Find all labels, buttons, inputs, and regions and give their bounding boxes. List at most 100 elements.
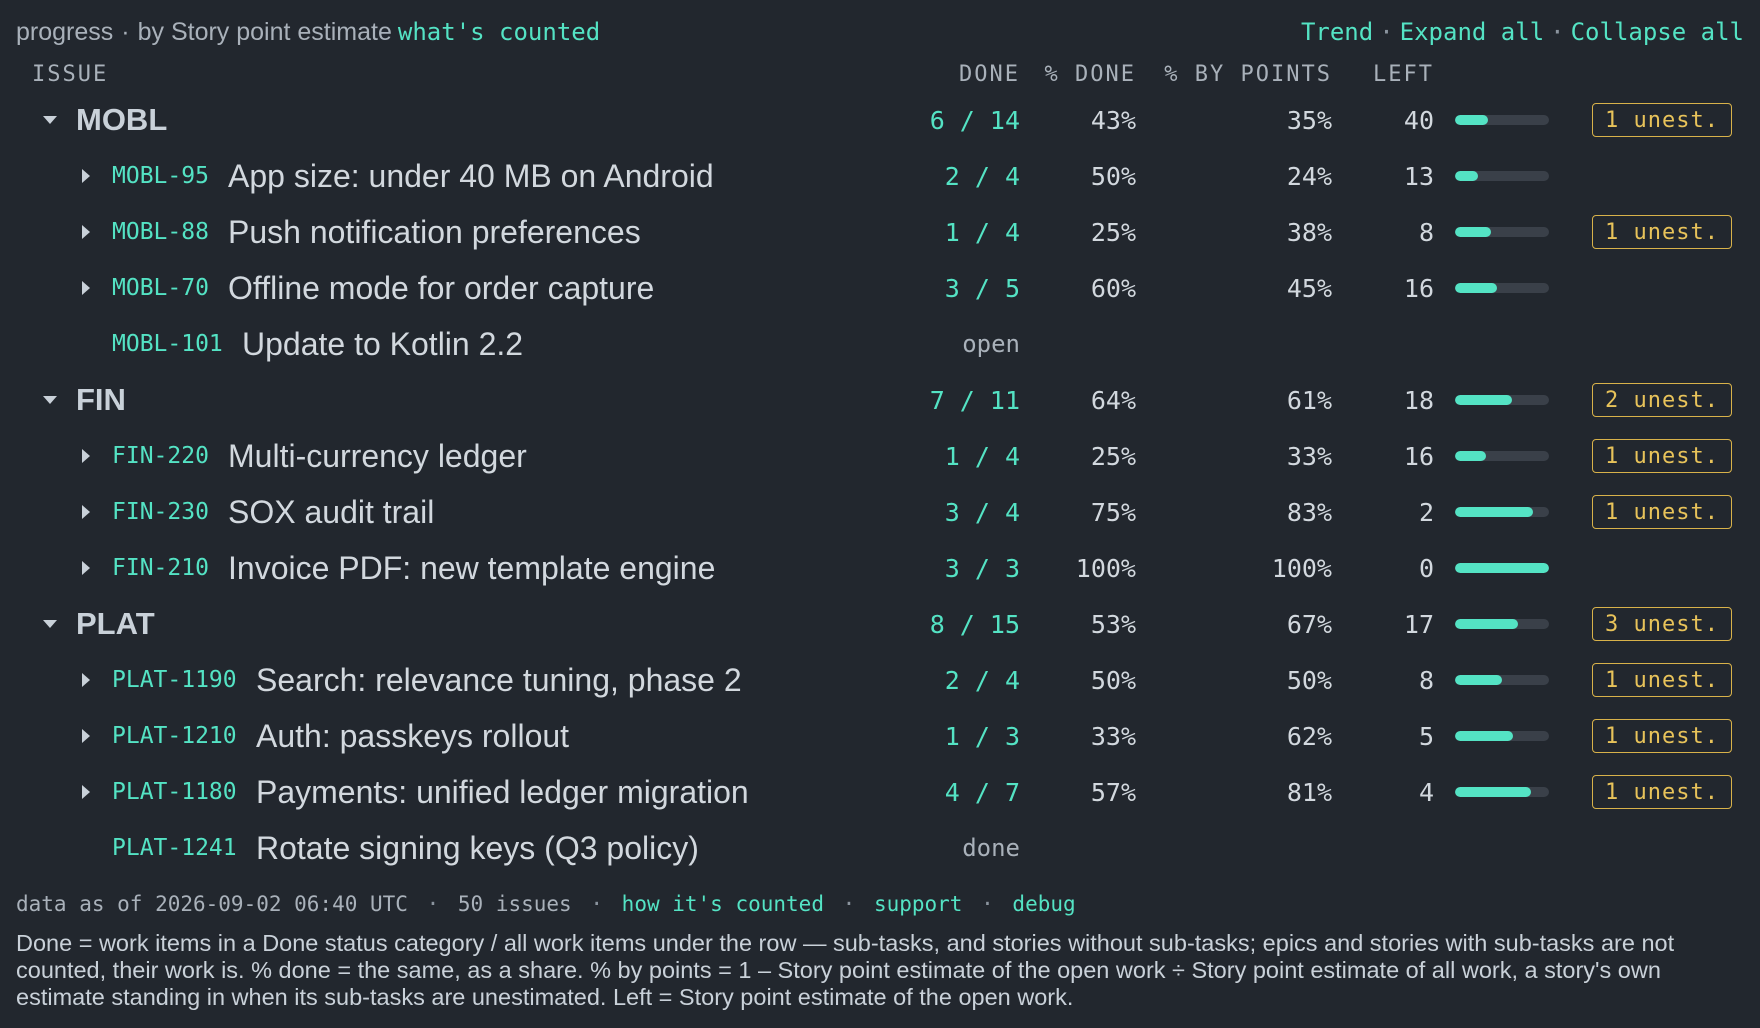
issue-row[interactable]: FIN-210 Invoice PDF: new template engine 3… <box>0 540 1760 596</box>
how-counted-link[interactable]: how it's counted <box>621 892 824 916</box>
trend-link[interactable]: Trend <box>1300 18 1374 46</box>
done-count: 7 / 11 <box>929 385 1020 415</box>
project-row[interactable]: PLAT 8 / 15 53% 67% 17 3 unest. <box>0 596 1760 652</box>
support-link[interactable]: support <box>873 892 963 916</box>
pct-done: 57% <box>1090 777 1136 807</box>
leaf-issue-row[interactable]: MOBL-101 Update to Kotlin 2.2 open <box>0 316 1760 372</box>
collapse-all-link[interactable]: Collapse all <box>1570 18 1744 46</box>
issue-row[interactable]: FIN-220 Multi-currency ledger 1 / 4 25% 33% 1… <box>0 428 1760 484</box>
progress-fill <box>1455 283 1498 293</box>
expand-chevron-icon[interactable] <box>74 652 98 708</box>
pct-by-points: 45% <box>1286 273 1332 303</box>
points-left: 18 <box>1403 385 1434 415</box>
unestimated-badge[interactable]: 1 unest. <box>1592 775 1732 809</box>
leaf-issue-row[interactable]: PLAT-1241 Rotate signing keys (Q3 policy)… <box>0 820 1760 876</box>
issue-row[interactable]: PLAT-1190 Search: relevance tuning, phase… <box>0 652 1760 708</box>
done-count: 1 / 4 <box>944 217 1020 247</box>
pct-by-points: 38% <box>1286 217 1332 247</box>
pct-by-points: 83% <box>1286 497 1332 527</box>
pct-done: 64% <box>1090 385 1136 415</box>
project-name: MOBL <box>76 102 168 137</box>
issue-key-link[interactable]: PLAT-1241 <box>112 835 237 861</box>
pct-by-points: 61% <box>1286 385 1332 415</box>
progress-fill <box>1455 507 1534 517</box>
issue-key-link[interactable]: FIN-220 <box>112 443 209 469</box>
unestimated-badge[interactable]: 2 unest. <box>1592 383 1732 417</box>
progress-bar <box>1455 115 1549 125</box>
points-left: 0 <box>1418 553 1434 583</box>
progress-bar <box>1455 227 1549 237</box>
top-bar: progress · by Story point estimate what'… <box>16 14 1744 50</box>
done-count: 3 / 3 <box>944 553 1020 583</box>
pct-by-points: 67% <box>1286 609 1332 639</box>
issue-key-link[interactable]: PLAT-1180 <box>112 779 237 805</box>
issue-row[interactable]: MOBL-88 Push notification preferences 1 / … <box>0 204 1760 260</box>
points-left: 16 <box>1403 441 1434 471</box>
progress-bar <box>1455 675 1549 685</box>
points-left: 2 <box>1418 497 1434 527</box>
issue-summary: App size: under 40 MB on Android <box>228 157 714 194</box>
issue-row[interactable]: MOBL-70 Offline mode for order capture 3 /… <box>0 260 1760 316</box>
expand-chevron-icon[interactable] <box>74 540 98 596</box>
collapse-chevron-icon[interactable] <box>38 372 62 428</box>
points-left: 40 <box>1403 105 1434 135</box>
footer-separator: · <box>981 892 994 916</box>
done-count: 2 / 4 <box>944 665 1020 695</box>
project-row[interactable]: FIN 7 / 11 64% 61% 18 2 unest. <box>0 372 1760 428</box>
issue-key-link[interactable]: FIN-230 <box>112 499 209 525</box>
unestimated-badge[interactable]: 1 unest. <box>1592 719 1732 753</box>
issue-row[interactable]: PLAT-1210 Auth: passkeys rollout 1 / 3 33% 6… <box>0 708 1760 764</box>
collapse-chevron-icon[interactable] <box>38 596 62 652</box>
points-left: 16 <box>1403 273 1434 303</box>
issue-key-link[interactable]: PLAT-1210 <box>112 723 237 749</box>
done-count: 3 / 5 <box>944 273 1020 303</box>
expand-chevron-icon[interactable] <box>74 148 98 204</box>
expand-chevron-icon[interactable] <box>74 764 98 820</box>
project-name: PLAT <box>76 606 155 641</box>
expand-chevron-icon[interactable] <box>74 260 98 316</box>
pct-by-points: 50% <box>1286 665 1332 695</box>
debug-link[interactable]: debug <box>1012 892 1076 916</box>
issue-row[interactable]: MOBL-95 App size: under 40 MB on Android 2… <box>0 148 1760 204</box>
action-separator: · <box>1550 18 1565 46</box>
progress-fill <box>1455 787 1532 797</box>
issue-summary: Rotate signing keys (Q3 policy) <box>256 829 699 866</box>
footer-separator: · <box>426 892 440 916</box>
unestimated-badge[interactable]: 1 unest. <box>1592 495 1732 529</box>
whats-counted-link[interactable]: what's counted <box>397 18 601 46</box>
pct-done: 25% <box>1090 217 1136 247</box>
collapse-chevron-icon[interactable] <box>38 92 62 148</box>
issue-row[interactable]: FIN-230 SOX audit trail 3 / 4 75% 83% 2 1 unes… <box>0 484 1760 540</box>
expand-chevron-icon[interactable] <box>74 484 98 540</box>
progress-fill <box>1455 675 1502 685</box>
issue-key-link[interactable]: MOBL-101 <box>112 331 223 357</box>
issue-row[interactable]: PLAT-1180 Payments: unified ledger migrat… <box>0 764 1760 820</box>
pct-done: 50% <box>1090 665 1136 695</box>
column-done: DONE <box>959 62 1020 87</box>
points-left: 13 <box>1403 161 1434 191</box>
unestimated-badge[interactable]: 3 unest. <box>1592 607 1732 641</box>
issue-key-link[interactable]: PLAT-1190 <box>112 667 237 693</box>
issue-summary: Multi-currency ledger <box>228 437 527 474</box>
issue-key-link[interactable]: FIN-210 <box>112 555 209 581</box>
pct-by-points: 62% <box>1286 721 1332 751</box>
issue-key-link[interactable]: MOBL-70 <box>112 275 209 301</box>
done-count: 3 / 4 <box>944 497 1020 527</box>
issue-key-link[interactable]: MOBL-95 <box>112 163 209 189</box>
unestimated-badge[interactable]: 1 unest. <box>1592 663 1732 697</box>
expand-chevron-icon[interactable] <box>74 708 98 764</box>
issue-summary: Payments: unified ledger migration <box>256 773 749 810</box>
unestimated-badge[interactable]: 1 unest. <box>1592 439 1732 473</box>
pct-done: 53% <box>1090 609 1136 639</box>
unestimated-badge[interactable]: 1 unest. <box>1592 215 1732 249</box>
progress-bar <box>1455 787 1549 797</box>
expand-chevron-icon[interactable] <box>74 428 98 484</box>
page-title: progress <box>16 17 114 46</box>
issue-key-link[interactable]: MOBL-88 <box>112 219 209 245</box>
project-row[interactable]: MOBL 6 / 14 43% 35% 40 1 unest. <box>0 92 1760 148</box>
progress-bar <box>1455 507 1549 517</box>
unestimated-badge[interactable]: 1 unest. <box>1592 103 1732 137</box>
expand-all-link[interactable]: Expand all <box>1399 18 1545 46</box>
pct-done: 75% <box>1090 497 1136 527</box>
expand-chevron-icon[interactable] <box>74 204 98 260</box>
